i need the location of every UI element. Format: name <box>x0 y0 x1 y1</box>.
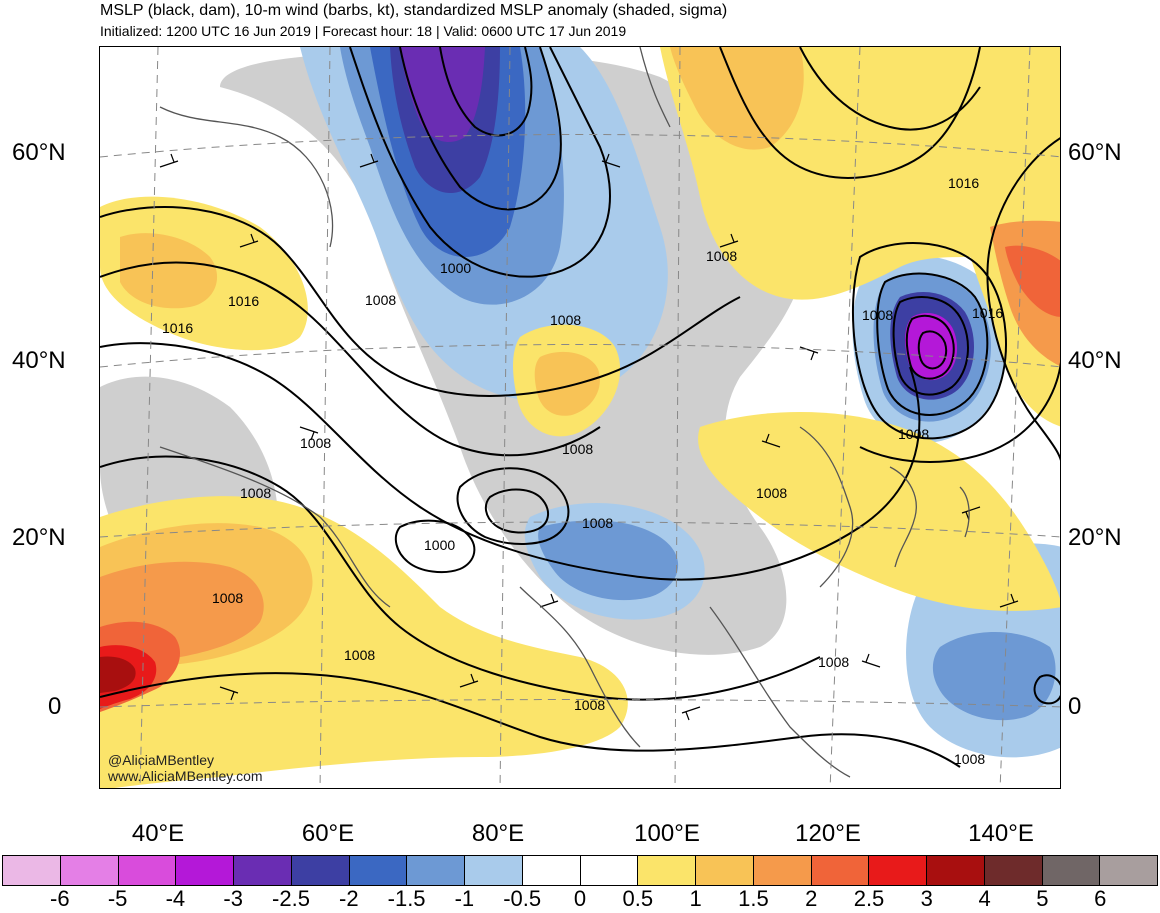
colorbar-swatch <box>234 856 292 885</box>
isobar-label: 1008 <box>818 654 849 670</box>
isobar-label: 1000 <box>424 537 455 553</box>
colorbar-label: -2 <box>339 886 359 911</box>
isobar-label: 1008 <box>344 647 375 663</box>
lat-label-left: 60°N <box>12 139 66 166</box>
positive-anomaly <box>100 656 136 693</box>
colorbar-label: -4 <box>165 886 186 911</box>
lon-label: 140°E <box>968 820 1034 847</box>
colorbar-label: 3 <box>920 886 933 911</box>
lon-label: 120°E <box>795 820 861 847</box>
colorbar-swatch <box>176 856 234 885</box>
positive-anomaly <box>1005 245 1060 317</box>
lat-label-right: 60°N <box>1068 139 1122 166</box>
colorbar <box>2 855 1158 886</box>
colorbar-label: -0.5 <box>503 886 542 911</box>
colorbar-swatch <box>522 856 581 885</box>
colorbar-label: -3 <box>223 886 243 911</box>
isobar-label: 1016 <box>162 320 193 336</box>
chart-subtitle: Initialized: 1200 UTC 16 Jun 2019 | Fore… <box>100 23 627 39</box>
chart-title: MSLP (black, dam), 10-m wind (barbs, kt)… <box>100 2 728 19</box>
lon-label: 80°E <box>471 820 525 847</box>
colorbar-label: 2 <box>805 886 818 911</box>
colorbar-swatch <box>349 856 408 885</box>
colorbar-swatch <box>753 856 812 885</box>
isobar-label: 1008 <box>365 292 396 308</box>
coastlines <box>159 47 970 778</box>
colorbar-swatch <box>407 856 465 885</box>
colorbar-label: 2.5 <box>853 886 885 911</box>
lat-label-left: 20°N <box>12 524 66 551</box>
colorbar-swatch <box>869 856 927 885</box>
map-canvas: 1000 1008 1008 1016 1016 1008 1008 1008 … <box>100 47 1060 788</box>
colorbar-label: 0.5 <box>622 886 654 911</box>
colorbar-label: -2.5 <box>272 886 310 911</box>
lon-label: 40°E <box>131 820 185 847</box>
colorbar-swatch <box>927 856 985 885</box>
negative-anomaly <box>905 313 958 381</box>
isobar-label: 1008 <box>240 485 271 501</box>
colorbar-swatch <box>3 856 61 885</box>
isobar-label: 1008 <box>954 751 985 767</box>
negative-anomaly <box>932 632 1056 721</box>
colorbar-label: -6 <box>50 886 70 911</box>
positive-anomaly <box>120 233 218 309</box>
isobar-label: 1016 <box>228 293 259 309</box>
isobar-label: 1008 <box>862 307 893 323</box>
watermark: @AliciaMBentley www.AliciaMBentley.com <box>108 752 263 784</box>
isobar-label: 1008 <box>582 515 613 531</box>
positive-anomaly <box>670 47 804 150</box>
isobar-label: 1008 <box>562 441 593 457</box>
colorbar-swatch <box>465 856 523 885</box>
isobar-label: 1008 <box>756 485 787 501</box>
lat-label-right: 20°N <box>1068 524 1122 551</box>
watermark-url: www.AliciaMBentley.com <box>108 768 263 784</box>
colorbar-swatch <box>1100 856 1157 885</box>
colorbar-label: -1 <box>454 886 475 911</box>
lat-label-right: 0 <box>1068 693 1082 720</box>
colorbar-swatch <box>118 856 177 885</box>
graticule <box>100 47 1060 788</box>
colorbar-label: 4 <box>978 886 991 911</box>
colorbar-swatch <box>696 856 754 885</box>
colorbar-swatch <box>1042 856 1101 885</box>
lat-label-left: 0 <box>48 693 62 720</box>
isobar-label: 1008 <box>550 312 581 328</box>
isobar-label: 1016 <box>948 175 979 191</box>
isobar-label: 1016 <box>972 305 1003 321</box>
colorbar-label: 5 <box>1036 886 1049 911</box>
lat-label-right: 40°N <box>1068 347 1122 374</box>
lat-label-left: 40°N <box>12 347 66 374</box>
isobar-label: 1000 <box>440 260 471 276</box>
colorbar-label: 1.5 <box>738 886 769 911</box>
isobar-labels: 1000 1008 1008 1016 1016 1008 1008 1008 … <box>162 175 1003 767</box>
colorbar-label: 1 <box>689 886 702 911</box>
colorbar-swatch <box>291 856 350 885</box>
colorbar-swatch <box>811 856 870 885</box>
wind-barbs <box>159 153 1019 721</box>
colorbar-label: -5 <box>107 886 128 911</box>
colorbar-swatch <box>638 856 696 885</box>
colorbar-swatch <box>984 856 1043 885</box>
isobar-label: 1008 <box>706 248 737 264</box>
lon-label: 100°E <box>634 820 700 847</box>
positive-anomaly <box>534 351 600 416</box>
colorbar-label: 0 <box>573 886 587 911</box>
isobar-label: 1008 <box>300 435 331 451</box>
isobar-label: 1008 <box>574 697 605 713</box>
isobar-label: 1008 <box>898 426 929 442</box>
colorbar-label: -1.5 <box>387 886 426 911</box>
colorbar-label: 6 <box>1094 886 1107 911</box>
colorbar-swatch <box>580 856 639 885</box>
watermark-handle: @AliciaMBentley <box>108 752 215 768</box>
isobars <box>100 47 1060 768</box>
colorbar-swatch <box>60 856 119 885</box>
map-panel: 1000 1008 1008 1016 1016 1008 1008 1008 … <box>99 46 1061 789</box>
lon-label: 60°E <box>301 820 355 847</box>
isobar-label: 1008 <box>212 590 243 606</box>
negative-anomaly <box>538 520 679 601</box>
